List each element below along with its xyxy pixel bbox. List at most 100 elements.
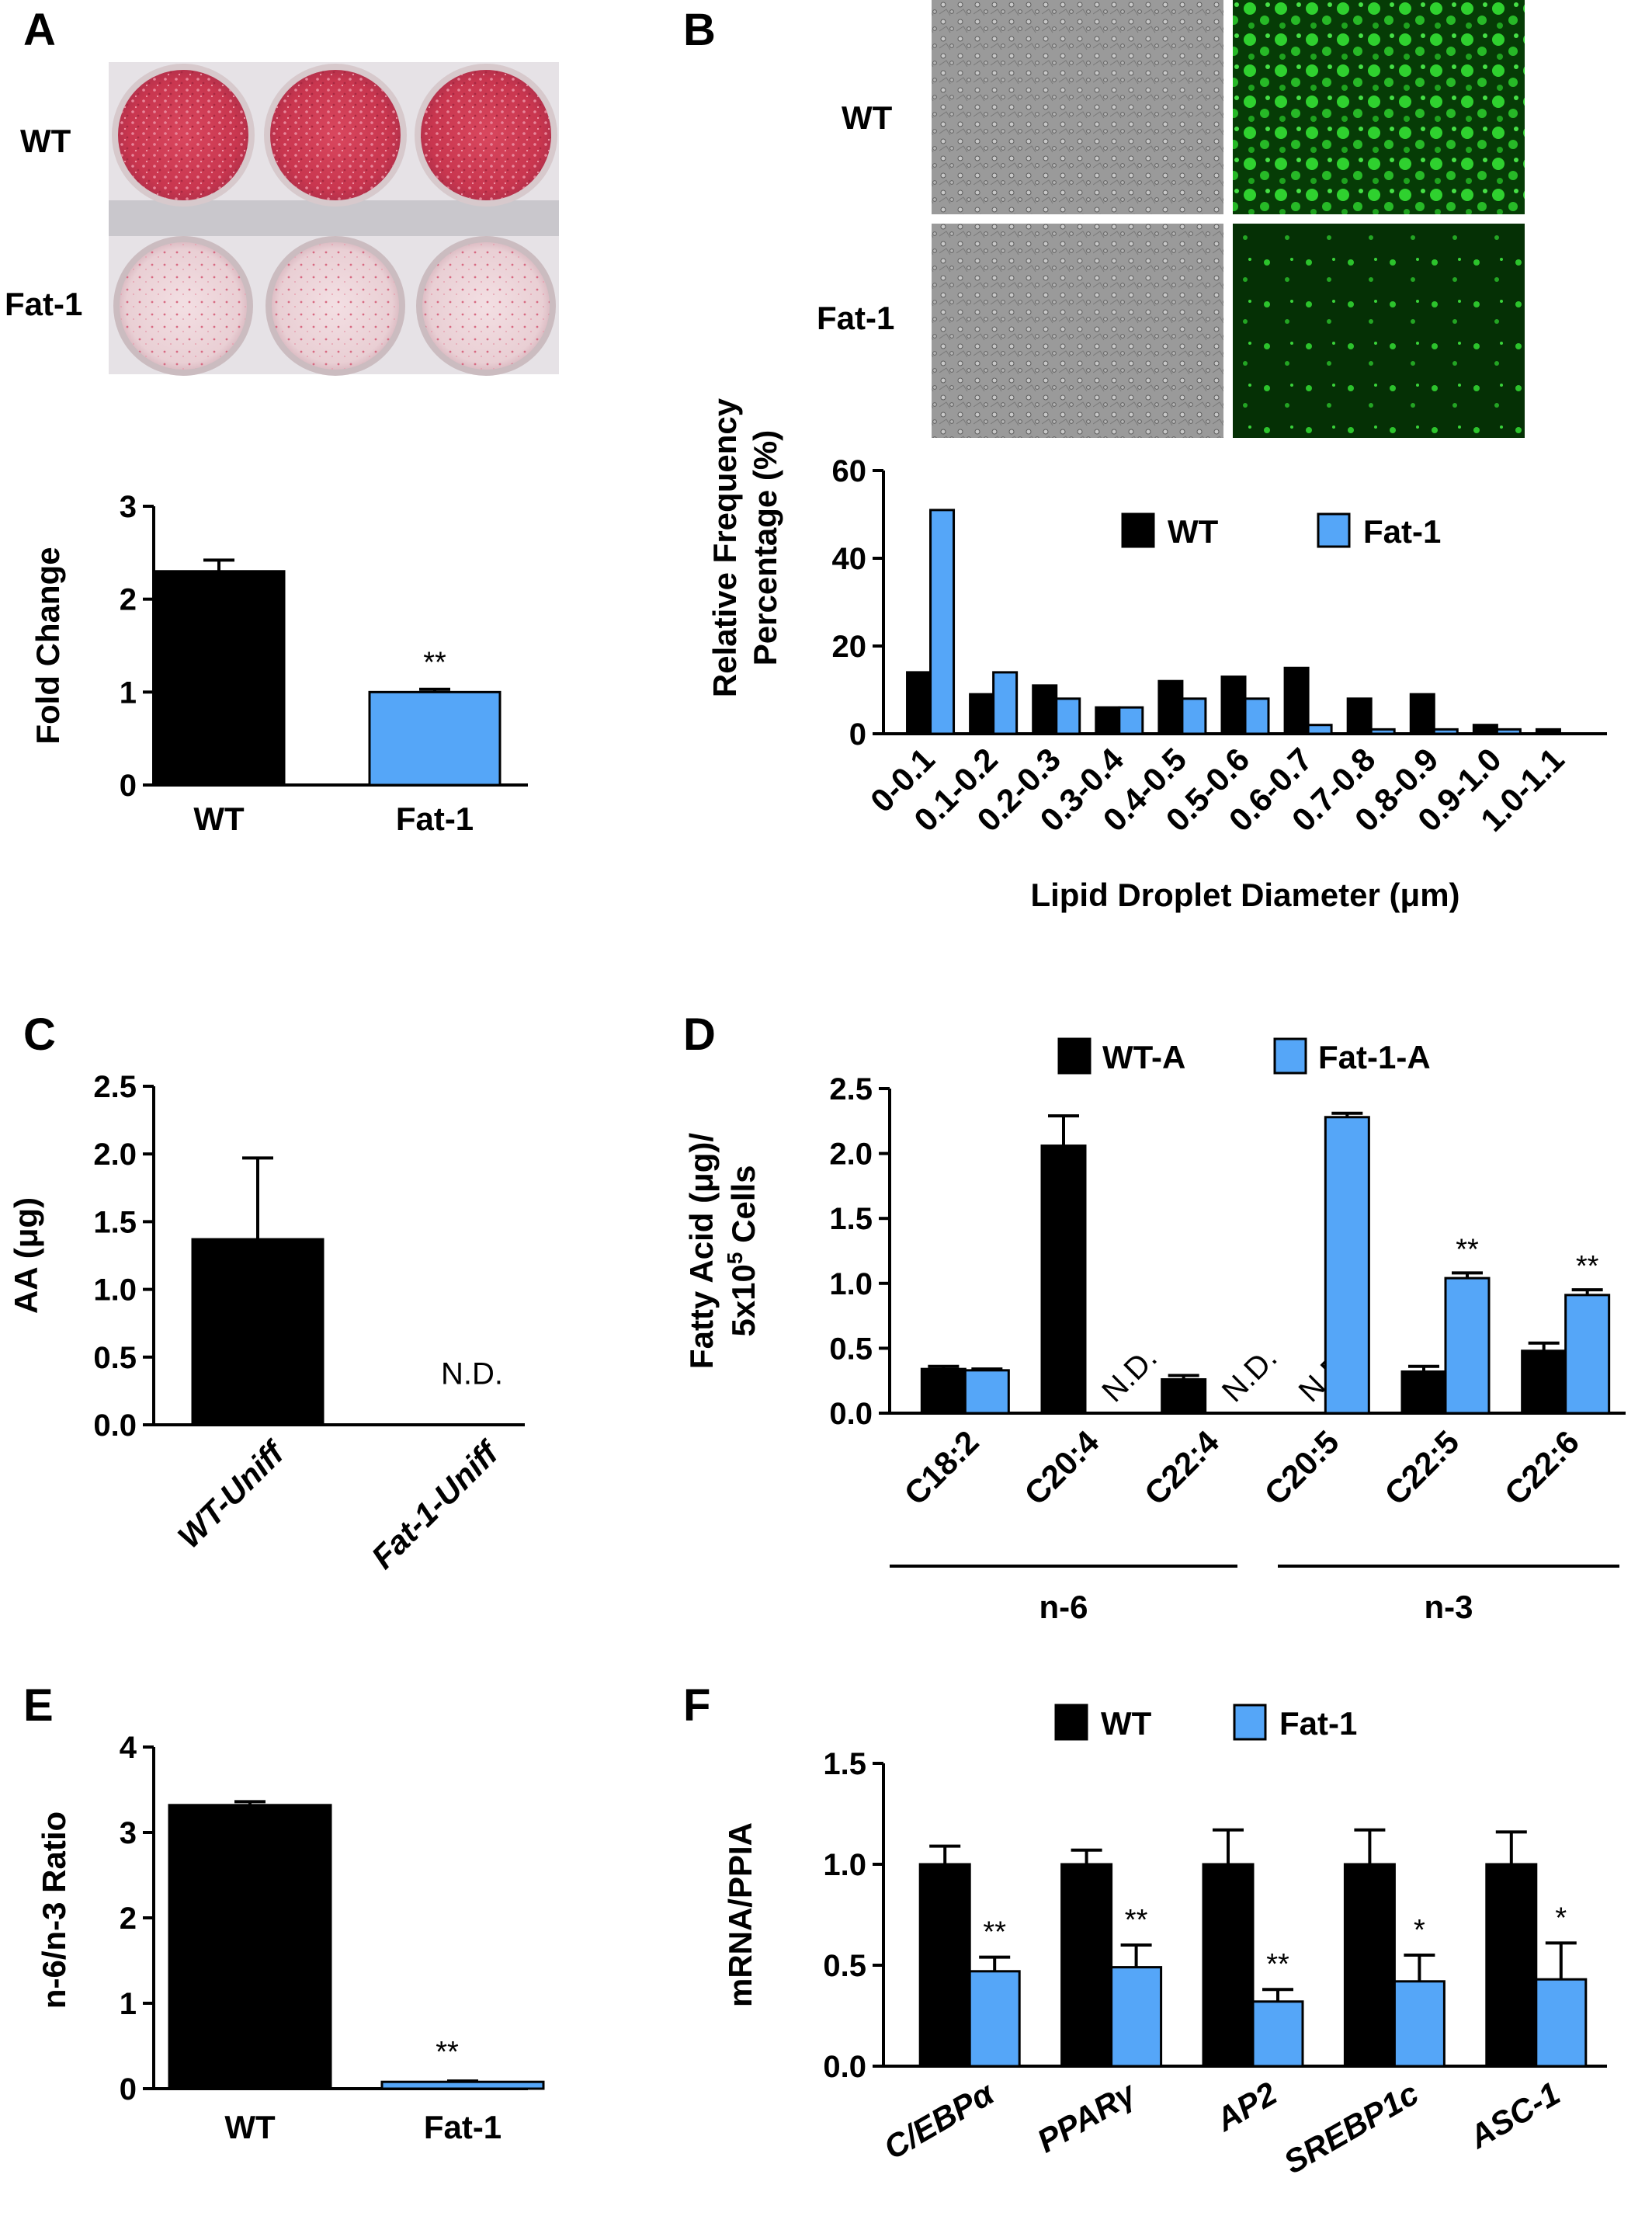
y-axis-title: n-6/n-3 Ratio [36,1811,72,2009]
y-axis-title: AA (μg) [8,1197,44,1314]
fatty-acid-group-brackets: n-6 n-3 [890,1565,1619,1625]
bar-wt-uniff [191,1238,324,1426]
bar-wt [1157,679,1184,735]
legend-swatch-wt [1054,1704,1088,1741]
y-tick-label: 0.0 [823,2050,866,2084]
x-tick-label: WT [193,801,245,837]
y-tick-label: 0 [849,717,866,752]
legend-swatch-wt [1121,512,1155,548]
chart-d: 0.0 0.5 1.0 1.5 2.0 2.5 Fatty Acid (μg)/5x105 … [683,1037,1626,1513]
chart-e: 0 1 2 3 4 n-6/n-3 Ratio WT ** Fat-1 [36,1731,545,2145]
bar-wt [1535,728,1561,735]
bar-fat-1 [929,509,956,735]
panel-letter-b: B [683,5,716,55]
bar-fat-1 [1393,1980,1446,2068]
x-tick-label: C22:4 [1137,1423,1227,1513]
y-tick-label: 2.5 [829,1072,873,1106]
y-tick-label: 60 [832,454,867,488]
photo-row-label-wt: WT [20,123,71,159]
bar-fat-1 [968,1970,1021,2068]
bar-fat-1 [1495,728,1522,735]
image-row-label-fat1: Fat-1 [817,300,894,336]
legend-label-wt-a: WT-A [1102,1039,1185,1075]
bar-wt [1220,676,1247,735]
y-tick-label: 2 [120,583,137,617]
bar-wt-a [1400,1370,1447,1415]
bar-fat-1 [1181,697,1207,735]
photo-row-label-fat1: Fat-1 [5,286,82,322]
y-tick-label: 0.0 [93,1408,137,1443]
significance-marker: ** [983,1916,1006,1949]
micrograph-grid [932,0,1525,438]
bar-fat-1 [1432,728,1459,735]
y-tick-label: 1 [120,1987,137,2021]
bar-wt [1283,666,1310,735]
legend-swatch-fat-1 [1233,1704,1267,1741]
x-tick-label: ASC-1 [1463,2075,1567,2155]
x-tick-label: WT-Uniff [171,1433,293,1555]
bar-wt [152,570,286,787]
x-tick-label: SREBP1c [1278,2075,1425,2180]
bar-wt [918,1863,971,2068]
y-tick-label: 1.5 [93,1205,137,1239]
y-tick-label: 0.0 [829,1397,873,1431]
x-tick-label: C20:4 [1017,1423,1106,1513]
bar-wt-a [1040,1144,1087,1415]
bar-wt [168,1804,332,2090]
y-tick-label: 0 [120,2072,137,2107]
group-label-n3: n-3 [1425,1589,1473,1625]
bar-wt [906,671,932,735]
y-axis-title: mRNA/PPIA [722,1822,758,2007]
legend-swatch-wt-a [1057,1037,1092,1075]
bar-wt-a [920,1367,967,1415]
fluorescence-micrograph-wt [1233,0,1525,214]
x-tick-label: C18:2 [897,1423,986,1512]
y-tick-label: 1.5 [829,1202,873,1236]
bar-fat-1 [1369,728,1396,735]
legend-label-wt: WT [1168,513,1219,550]
bar-wt [1346,697,1373,735]
y-tick-label: 3 [120,1816,137,1850]
bar-fat-1 [992,671,1019,735]
bar-wt [1343,1863,1396,2068]
y-tick-label: 2.0 [93,1138,137,1172]
bar-fat-1-a [963,1369,1010,1415]
bar-wt-a [1161,1378,1207,1415]
y-tick-label: 2.0 [829,1138,873,1172]
chart-c: 0.0 0.5 1.0 1.5 2.0 2.5 AA (μg) WT-Uniff N.D. Fat… [8,1070,525,1575]
bar-wt-a [1521,1349,1567,1415]
x-tick-label: Fat-1 [424,2109,502,2145]
y-tick-label: 1.0 [829,1267,873,1301]
x-tick-label: C/EBPα [877,2074,1001,2166]
x-tick-label: Fat-1-Uniff [364,1433,507,1575]
x-tick-label: Fat-1 [396,801,474,837]
x-tick-label: C22:6 [1498,1423,1586,1512]
fluorescence-micrograph-fat1 [1233,224,1525,438]
significance-marker: ** [1456,1233,1479,1266]
bar-fat-1-a [1324,1116,1370,1415]
significance-marker: ** [436,2036,459,2068]
legend-label-fat-1: Fat-1 [1363,513,1441,550]
panel-letter-a: A [23,5,56,55]
panel-letter-f: F [683,1680,710,1731]
x-tick-label: AP2 [1209,2075,1282,2138]
bar-fat-1 [1307,724,1333,735]
panel-letter-d: D [683,1009,716,1060]
legend-label-wt: WT [1101,1705,1152,1742]
y-tick-label: 1.5 [823,1747,866,1781]
x-axis-title: Lipid Droplet Diameter (μm) [1030,877,1459,913]
bar-fat-1 [1110,1966,1163,2068]
legend-swatch-fat-1 [1317,512,1351,548]
y-tick-label: 1 [120,676,137,710]
not-detected-label: N.D. [441,1357,503,1391]
x-tick-label: C20:5 [1258,1423,1346,1512]
significance-marker: ** [423,647,446,679]
well-plate-photo [109,62,559,376]
bar-wt [1060,1863,1113,2068]
bar-wt [1032,684,1058,735]
panel-letter-c: C [23,1009,56,1060]
y-tick-label: 1.0 [823,1848,866,1882]
bar-fat-1-a [1444,1276,1491,1415]
